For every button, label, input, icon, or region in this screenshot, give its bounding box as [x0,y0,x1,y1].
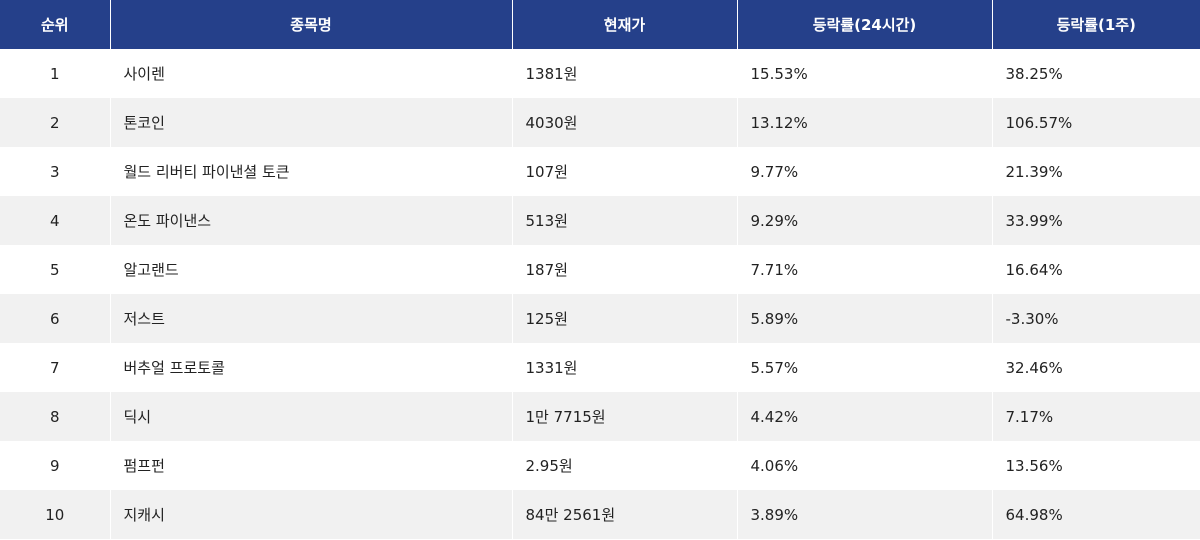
table-row: 9 펌프펀 2.95원 4.06% 13.56% [0,441,1200,490]
cell-name: 펌프펀 [110,441,513,490]
cell-change-24h: 15.53% [737,49,993,98]
cell-change-24h: 3.89% [737,490,993,539]
cell-rank: 9 [0,441,111,490]
cell-price: 125원 [512,294,738,343]
cell-rank: 10 [0,490,111,539]
cell-change-1w: -3.30% [992,294,1200,343]
cell-rank: 6 [0,294,111,343]
cell-rank: 1 [0,49,111,98]
table-row: 4 온도 파이낸스 513원 9.29% 33.99% [0,196,1200,245]
table-row: 2 톤코인 4030원 13.12% 106.57% [0,98,1200,147]
table-row: 10 지캐시 84만 2561원 3.89% 64.98% [0,490,1200,539]
cell-change-1w: 21.39% [992,147,1200,196]
table-header: 순위 종목명 현재가 등락률(24시간) 등락률(1주) [0,0,1200,49]
table-row: 6 저스트 125원 5.89% -3.30% [0,294,1200,343]
cell-change-24h: 4.06% [737,441,993,490]
cell-rank: 5 [0,245,111,294]
cell-change-24h: 7.71% [737,245,993,294]
header-row: 순위 종목명 현재가 등락률(24시간) 등락률(1주) [0,0,1200,49]
cell-change-24h: 13.12% [737,98,993,147]
cell-change-1w: 13.56% [992,441,1200,490]
cell-rank: 4 [0,196,111,245]
cell-change-1w: 38.25% [992,49,1200,98]
cell-name: 딕시 [110,392,513,441]
table-row: 3 월드 리버티 파이낸셜 토큰 107원 9.77% 21.39% [0,147,1200,196]
cell-rank: 2 [0,98,111,147]
table-row: 1 사이렌 1381원 15.53% 38.25% [0,49,1200,98]
cell-name: 사이렌 [110,49,513,98]
cell-change-1w: 64.98% [992,490,1200,539]
cell-name: 알고랜드 [110,245,513,294]
cell-change-1w: 33.99% [992,196,1200,245]
header-price: 현재가 [512,0,738,49]
cell-price: 107원 [512,147,738,196]
table-body: 1 사이렌 1381원 15.53% 38.25% 2 톤코인 4030원 13.12% 106.… [0,49,1200,539]
cell-price: 513원 [512,196,738,245]
cell-name: 지캐시 [110,490,513,539]
cell-price: 84만 2561원 [512,490,738,539]
cell-price: 1331원 [512,343,738,392]
cell-price: 187원 [512,245,738,294]
cell-name: 톤코인 [110,98,513,147]
cell-name: 버추얼 프로토콜 [110,343,513,392]
cell-name: 월드 리버티 파이낸셜 토큰 [110,147,513,196]
header-change-1w: 등락률(1주) [992,0,1200,49]
cell-rank: 7 [0,343,111,392]
cell-change-24h: 5.57% [737,343,993,392]
header-rank: 순위 [0,0,111,49]
cell-change-24h: 5.89% [737,294,993,343]
cell-name: 온도 파이낸스 [110,196,513,245]
cell-change-24h: 9.77% [737,147,993,196]
cell-change-24h: 4.42% [737,392,993,441]
cell-price: 1만 7715원 [512,392,738,441]
cell-change-1w: 106.57% [992,98,1200,147]
cell-change-1w: 32.46% [992,343,1200,392]
cell-change-1w: 16.64% [992,245,1200,294]
table-row: 5 알고랜드 187원 7.71% 16.64% [0,245,1200,294]
cell-price: 2.95원 [512,441,738,490]
header-name: 종목명 [110,0,513,49]
cell-name: 저스트 [110,294,513,343]
cell-rank: 8 [0,392,111,441]
cell-change-24h: 9.29% [737,196,993,245]
cell-price: 4030원 [512,98,738,147]
header-change-24h: 등락률(24시간) [737,0,993,49]
cell-change-1w: 7.17% [992,392,1200,441]
table-row: 8 딕시 1만 7715원 4.42% 7.17% [0,392,1200,441]
cell-rank: 3 [0,147,111,196]
cell-price: 1381원 [512,49,738,98]
table-row: 7 버추얼 프로토콜 1331원 5.57% 32.46% [0,343,1200,392]
